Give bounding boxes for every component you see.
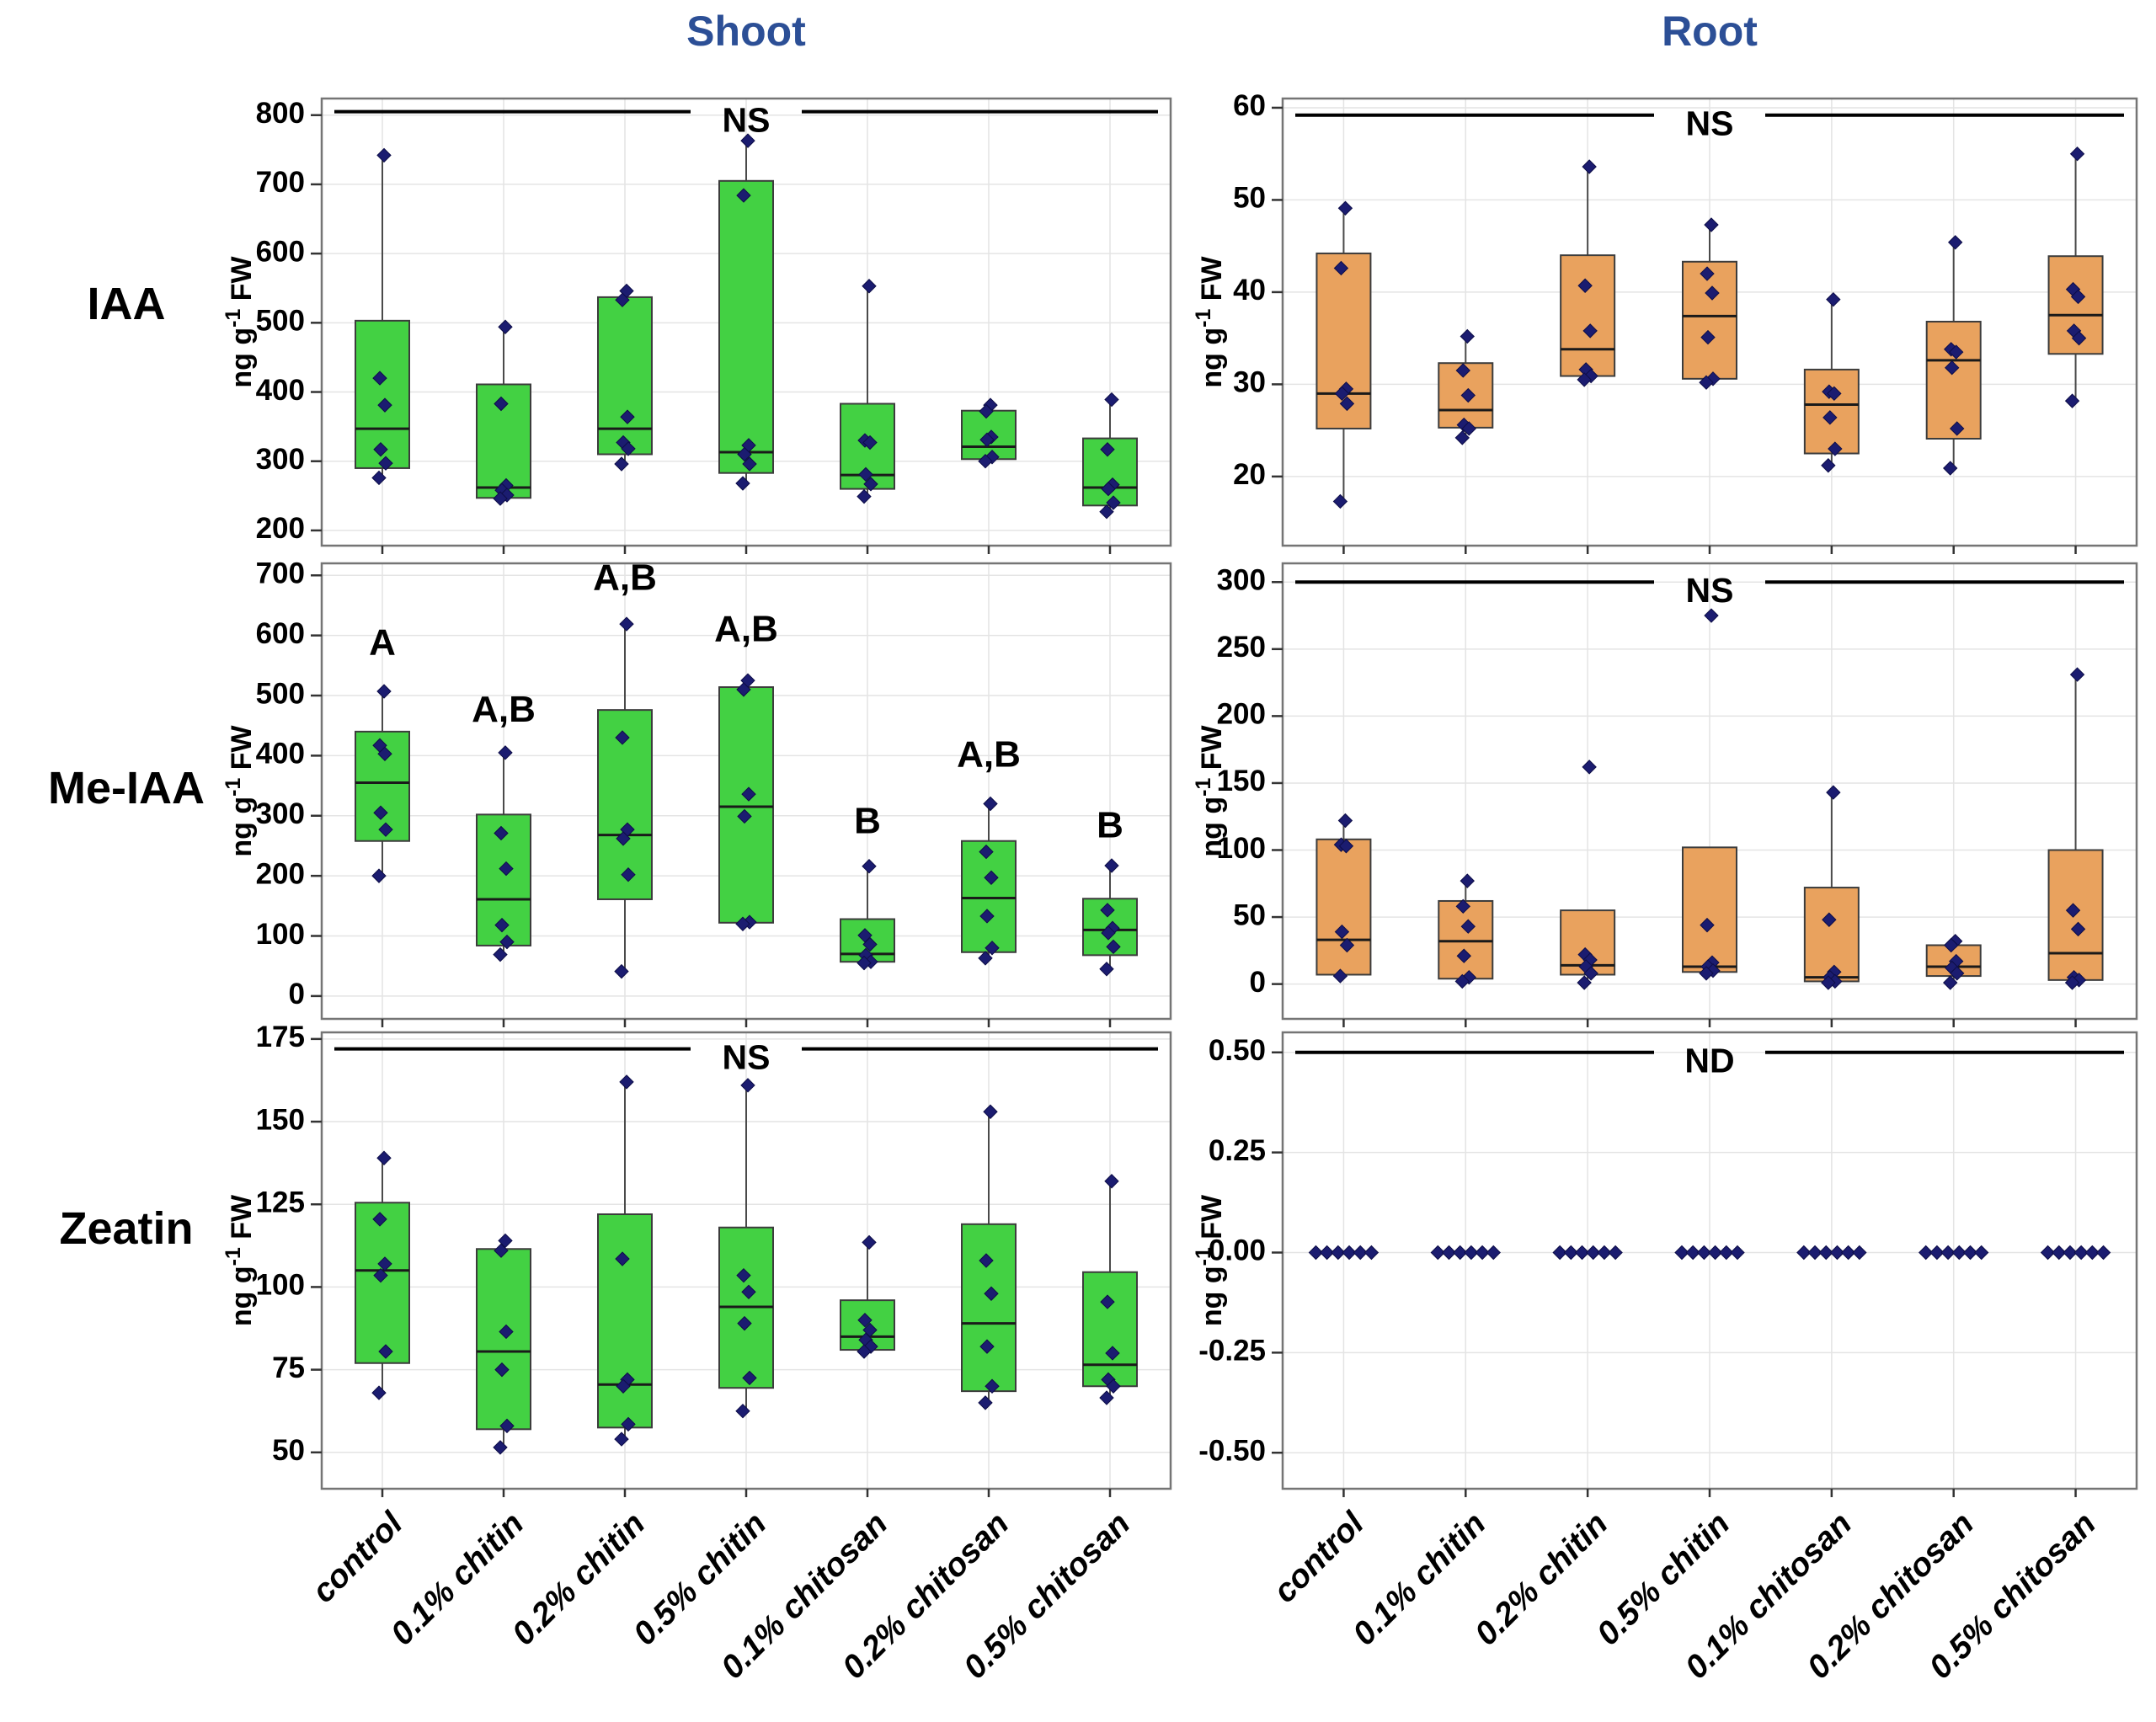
- svg-text:-0.25: -0.25: [1198, 1335, 1266, 1367]
- svg-text:A,B: A,B: [472, 689, 536, 730]
- svg-text:300: 300: [256, 443, 305, 476]
- svg-text:NS: NS: [1686, 104, 1734, 143]
- column-title-root: Root: [1662, 8, 1758, 55]
- svg-text:250: 250: [1217, 631, 1266, 664]
- row-label-iaa: IAA: [87, 279, 166, 329]
- svg-text:75: 75: [272, 1351, 305, 1384]
- svg-text:200: 200: [1217, 698, 1266, 731]
- svg-text:40: 40: [1233, 274, 1266, 307]
- svg-text:control: control: [305, 1505, 410, 1610]
- svg-text:30: 30: [1233, 366, 1266, 399]
- svg-text:600: 600: [256, 235, 305, 268]
- svg-text:175: 175: [256, 1021, 305, 1053]
- svg-text:A,B: A,B: [714, 608, 778, 649]
- svg-text:100: 100: [256, 1269, 305, 1302]
- svg-text:200: 200: [256, 512, 305, 545]
- svg-text:ng g-1 FW: ng g-1 FW: [221, 1194, 258, 1326]
- panel-iaa-root: NS 20 30 40 50 60 ng g-1 FW: [1192, 89, 2138, 554]
- svg-text:NS: NS: [723, 100, 771, 139]
- svg-text:NS: NS: [1686, 571, 1734, 610]
- svg-text:0: 0: [289, 978, 305, 1010]
- svg-text:-0.50: -0.50: [1198, 1434, 1266, 1467]
- panel-zeatin-root: ND -0.50 -0.25 0.00 0.25 0.50 ng g-1 FW control…: [1192, 1031, 2138, 1686]
- svg-text:300: 300: [1217, 564, 1266, 597]
- svg-text:500: 500: [256, 677, 305, 710]
- svg-text:125: 125: [256, 1186, 305, 1218]
- svg-text:0.50: 0.50: [1209, 1034, 1266, 1067]
- svg-text:ng g-1 FW: ng g-1 FW: [221, 724, 258, 856]
- panel-meiaa-shoot: AA,BA,BA,BBA,BB0100200300400500600700ng …: [221, 557, 1172, 1027]
- svg-text:20: 20: [1233, 458, 1266, 491]
- svg-text:300: 300: [256, 797, 305, 830]
- panel-iaa-shoot: NS 200 300 400 500 600 700 800 ng g-1 FW: [221, 97, 1172, 554]
- svg-text:150: 150: [1217, 765, 1266, 797]
- svg-text:100: 100: [1217, 832, 1266, 865]
- svg-text:0.00: 0.00: [1209, 1234, 1266, 1267]
- svg-text:150: 150: [256, 1103, 305, 1136]
- svg-text:50: 50: [1233, 182, 1266, 215]
- svg-text:ng g-1 FW: ng g-1 FW: [1192, 255, 1228, 387]
- svg-text:A: A: [369, 622, 396, 664]
- svg-text:200: 200: [256, 857, 305, 890]
- svg-text:100: 100: [256, 918, 305, 951]
- svg-text:50: 50: [272, 1434, 305, 1467]
- row-label-zeatin: Zeatin: [59, 1203, 194, 1254]
- svg-text:NS: NS: [723, 1037, 771, 1076]
- svg-text:ND: ND: [1684, 1042, 1734, 1080]
- svg-text:50: 50: [1233, 898, 1266, 931]
- svg-text:0: 0: [1250, 966, 1266, 999]
- svg-text:500: 500: [256, 305, 305, 338]
- svg-text:0.25: 0.25: [1209, 1134, 1266, 1167]
- svg-text:600: 600: [256, 617, 305, 650]
- svg-text:A,B: A,B: [957, 733, 1021, 775]
- svg-text:60: 60: [1233, 89, 1266, 122]
- svg-text:B: B: [1097, 805, 1123, 846]
- column-title-shoot: Shoot: [686, 8, 806, 55]
- svg-text:800: 800: [256, 97, 305, 130]
- svg-text:400: 400: [256, 738, 305, 770]
- row-label-me-iaa: Me-IAA: [48, 763, 205, 813]
- svg-text:control: control: [1267, 1505, 1372, 1610]
- svg-text:700: 700: [256, 166, 305, 199]
- svg-text:ng g-1 FW: ng g-1 FW: [221, 255, 258, 387]
- svg-text:B: B: [854, 801, 881, 842]
- panel-meiaa-root: NS 0 50 100 150 200 250 300 ng g-1 FW: [1192, 562, 2138, 1027]
- svg-text:ng g-1 FW: ng g-1 FW: [1192, 1194, 1228, 1326]
- svg-text:ng g-1 FW: ng g-1 FW: [1192, 724, 1228, 856]
- svg-text:400: 400: [256, 374, 305, 407]
- svg-text:700: 700: [256, 557, 305, 590]
